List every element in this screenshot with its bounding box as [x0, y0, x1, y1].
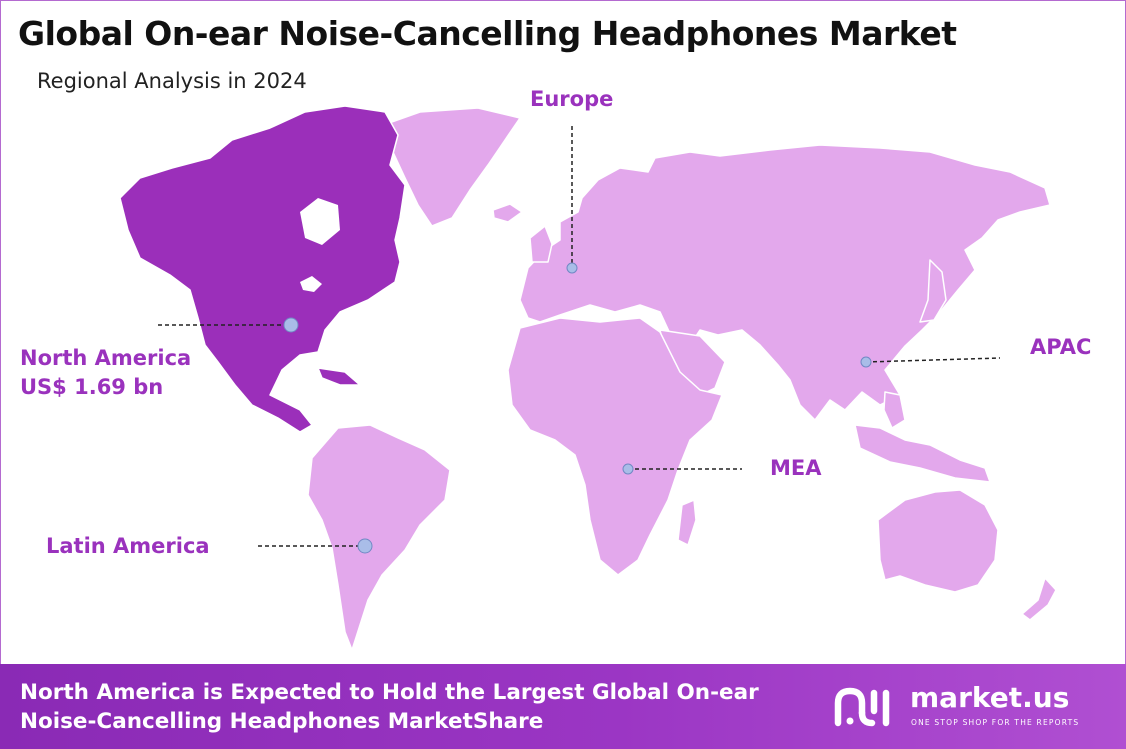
label-mea: MEA [770, 456, 822, 480]
footer-line-1: North America is Expected to Hold the La… [20, 680, 759, 705]
region-iceland [492, 203, 523, 223]
region-se-asia-islands [854, 424, 991, 483]
leader-lines [158, 126, 1001, 547]
marker-europe [566, 262, 578, 274]
footer-text: North America is Expected to Hold the La… [20, 678, 820, 736]
region-south-america [307, 424, 451, 651]
marker-north-america [283, 317, 299, 333]
market-us-logo-icon [834, 687, 890, 727]
land-regions [307, 107, 1057, 651]
brand-tagline: ONE STOP SHOP FOR THE REPORTS [911, 718, 1080, 727]
brand: market.us ONE STOP SHOP FOR THE REPORTS [832, 681, 1102, 731]
world-map [119, 105, 1057, 651]
marker-apac [860, 356, 872, 368]
great-lakes [300, 276, 322, 292]
region-philippines [883, 391, 906, 429]
label-europe: Europe [530, 87, 614, 111]
hudson-bay [300, 198, 340, 245]
page-subtitle: Regional Analysis in 2024 [37, 69, 307, 93]
marker-mea [622, 463, 634, 475]
markers [283, 262, 872, 554]
region-madagascar [677, 499, 697, 546]
label-north-america: North America [20, 346, 192, 370]
region-japan [919, 259, 947, 323]
region-greenland [374, 107, 521, 227]
brand-name: market.us [910, 681, 1070, 714]
region-north-america [119, 105, 406, 433]
region-uk [529, 225, 553, 263]
region-new-zealand [1021, 577, 1057, 621]
footer-banner: North America is Expected to Hold the La… [0, 664, 1126, 749]
label-apac: APAC [1030, 335, 1092, 359]
label-north-america-value: US$ 1.69 bn [20, 375, 164, 399]
leader-apac [865, 357, 1001, 363]
marker-latin-america [357, 538, 373, 554]
page-title: Global On-ear Noise-Cancelling Headphone… [18, 14, 957, 53]
label-latin-america: Latin America [46, 534, 210, 558]
region-australia [877, 489, 999, 593]
region-africa [507, 317, 723, 576]
footer-line-2: Noise-Cancelling Headphones MarketShare [20, 709, 544, 734]
